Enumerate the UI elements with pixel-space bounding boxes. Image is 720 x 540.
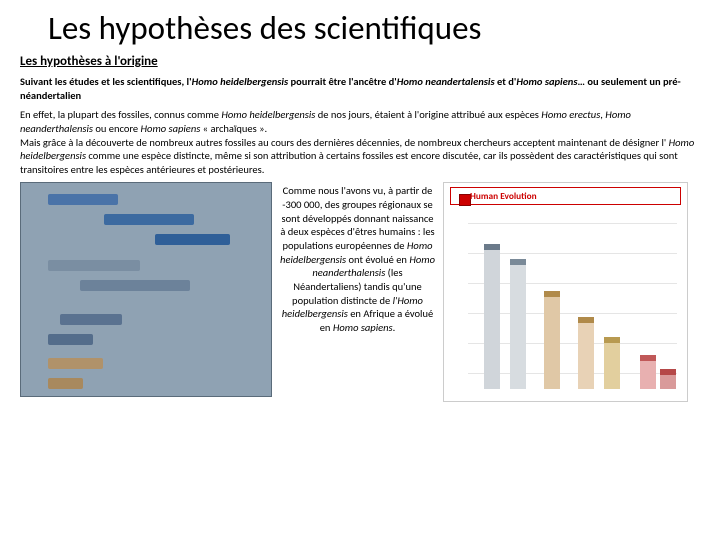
timeline-bar — [48, 334, 93, 345]
evolution-bar — [578, 317, 594, 389]
timeline-bar — [104, 214, 194, 225]
evolution-bar — [510, 259, 526, 389]
section-subtitle: Les hypothèses à l'origine — [20, 54, 700, 69]
timeline-bar — [155, 234, 230, 245]
timeline-bar — [60, 314, 122, 325]
timeline-bar — [80, 280, 190, 291]
human-evolution-chart: Human Evolution — [443, 182, 688, 402]
chart-title: Human Evolution — [470, 190, 537, 202]
evolution-bar — [604, 337, 620, 389]
lower-row: Comme nous l'avons vu, à partir de -300 … — [20, 182, 700, 402]
timeline-bar — [48, 358, 103, 369]
gridline — [468, 223, 677, 224]
timeline-bar — [48, 194, 118, 205]
evolution-bar — [484, 244, 500, 389]
evolution-bar — [640, 355, 656, 389]
lead-bold: Suivant les études et les scientifiques,… — [20, 75, 681, 102]
body-paragraph: En effet, la plupart des fossiles, connu… — [20, 108, 700, 176]
fossil-timeline-chart — [20, 182, 272, 397]
middle-paragraph: Comme nous l'avons vu, à partir de -300 … — [280, 182, 435, 334]
evolution-bar — [660, 369, 676, 389]
lead-paragraph: Suivant les études et les scientifiques,… — [20, 75, 700, 102]
timeline-bar — [48, 378, 83, 389]
timeline-bar — [48, 260, 140, 271]
evolution-bar — [544, 291, 560, 389]
page-title: Les hypothèses des scientifiques — [48, 8, 700, 48]
